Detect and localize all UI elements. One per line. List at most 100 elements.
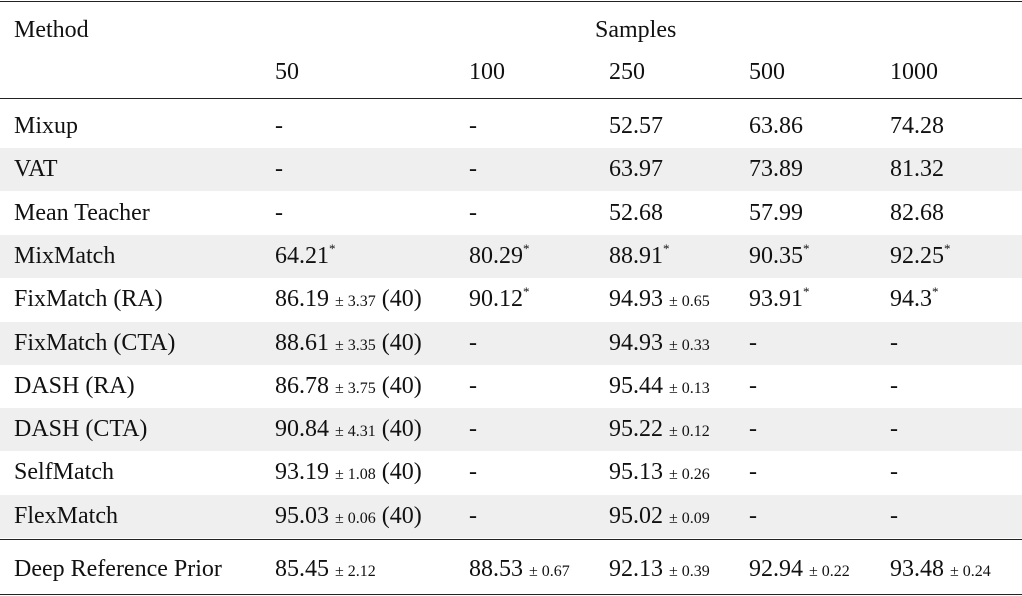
note: (40) — [381, 329, 422, 356]
value: 52.68 — [609, 199, 663, 226]
value: - — [890, 416, 898, 443]
value: 95.03 — [275, 502, 329, 529]
method-cell: FixMatch (CTA) — [14, 329, 176, 356]
value-cell: - — [749, 415, 757, 443]
note: (40) — [381, 416, 422, 443]
value: - — [469, 502, 477, 529]
value-cell: - — [275, 155, 283, 183]
method-cell: VAT — [14, 156, 58, 183]
value: 63.86 — [749, 113, 803, 139]
value-cell: - — [890, 415, 898, 443]
value-cell: 95.44 ± 0.13 — [609, 372, 710, 403]
value-cell: 95.02 ± 0.09 — [609, 502, 710, 533]
value: 94.93 — [609, 286, 663, 313]
value-cell: 94.93 ± 0.65 — [609, 285, 710, 316]
value: - — [469, 416, 477, 443]
value: 90.12 — [469, 286, 523, 313]
value-cell: 92.94 ± 0.22 — [749, 555, 850, 586]
bottom-rule — [0, 594, 1022, 595]
mark: * — [329, 240, 336, 256]
value: 86.19 — [275, 286, 329, 313]
std: ± 3.75 — [335, 379, 376, 397]
value: 80.29 — [469, 242, 523, 269]
std: ± 0.65 — [669, 293, 710, 311]
value-cell: 93.19 ± 1.08 (40) — [275, 458, 422, 489]
value: - — [890, 372, 898, 399]
value-cell: 85.45 ± 2.12 — [275, 555, 376, 586]
method-cell: FixMatch (RA) — [14, 286, 163, 313]
value-cell: 74.28 — [890, 112, 944, 140]
value-cell: 64.21* — [275, 242, 336, 270]
value: - — [469, 113, 477, 139]
mark: * — [803, 284, 810, 300]
method-header: Method — [14, 17, 89, 43]
std: ± 0.33 — [669, 336, 710, 354]
value-cell: - — [469, 155, 477, 183]
std: ± 0.06 — [335, 509, 376, 527]
value-cell: 88.53 ± 0.67 — [469, 555, 570, 586]
mark: * — [932, 284, 939, 300]
value: - — [275, 156, 283, 183]
mark: * — [523, 240, 530, 256]
note: (40) — [381, 286, 422, 313]
std: ± 0.13 — [669, 379, 710, 397]
value-cell: - — [749, 458, 757, 486]
value: - — [275, 113, 283, 139]
value: 74.28 — [890, 113, 944, 139]
value-cell: 80.29* — [469, 242, 530, 270]
value: 94.3 — [890, 286, 932, 313]
note: (40) — [381, 372, 422, 399]
value-cell: 73.89 — [749, 155, 803, 183]
note: (40) — [381, 502, 422, 529]
value: 86.78 — [275, 372, 329, 399]
value-cell: - — [469, 415, 477, 443]
method-cell: SelfMatch — [14, 459, 114, 486]
value-cell: - — [749, 372, 757, 400]
column-header: 1000 — [890, 59, 938, 85]
method-cell: Mean Teacher — [14, 199, 150, 226]
std: ± 4.31 — [335, 423, 376, 441]
row-shade — [0, 321, 1022, 365]
value: 95.02 — [609, 502, 663, 529]
value: 90.84 — [275, 416, 329, 443]
top-rule — [0, 1, 1022, 2]
value-cell: 95.03 ± 0.06 (40) — [275, 502, 422, 533]
std: ± 0.09 — [669, 509, 710, 527]
method-cell: Deep Reference Prior — [14, 556, 222, 582]
method-cell: MixMatch — [14, 242, 116, 269]
std: ± 0.26 — [669, 466, 710, 484]
value: - — [749, 329, 757, 356]
value: 82.68 — [890, 199, 944, 226]
value: 93.91 — [749, 286, 803, 313]
value: - — [749, 502, 757, 529]
value-cell: 92.25* — [890, 242, 951, 270]
value: 93.19 — [275, 459, 329, 486]
value: 95.44 — [609, 372, 663, 399]
value-cell: 57.99 — [749, 199, 803, 227]
value: 92.13 — [609, 556, 663, 582]
mark: * — [523, 284, 530, 300]
value-cell: 81.32 — [890, 155, 944, 183]
row-shade — [0, 408, 1022, 452]
value: - — [749, 459, 757, 486]
value-cell: 88.61 ± 3.35 (40) — [275, 329, 422, 360]
value-cell: - — [890, 502, 898, 530]
value-cell: - — [469, 372, 477, 400]
value: 88.91 — [609, 242, 663, 269]
value: 94.93 — [609, 329, 663, 356]
value: 95.13 — [609, 459, 663, 486]
value: 85.45 — [275, 556, 329, 582]
column-header: 100 — [469, 59, 505, 85]
value: - — [890, 329, 898, 356]
value-cell: 88.91* — [609, 242, 670, 270]
std: ± 1.08 — [335, 466, 376, 484]
method-cell: Mixup — [14, 113, 79, 139]
value-cell: - — [469, 199, 477, 227]
value-cell: 90.35* — [749, 242, 810, 270]
column-header: 50 — [275, 59, 299, 85]
value-cell: 52.57 — [609, 112, 663, 140]
value-cell: - — [749, 329, 757, 357]
value: 93.48 — [890, 556, 944, 582]
value-cell: 95.13 ± 0.26 — [609, 458, 710, 489]
std: ± 0.24 — [950, 563, 991, 580]
